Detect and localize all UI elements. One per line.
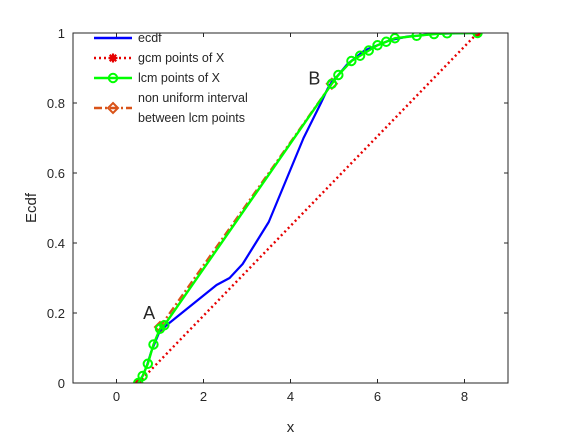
y-tick-label: 0 [58, 376, 65, 391]
y-tick-label: 0.2 [47, 306, 65, 321]
data-point-lcm-points-of-x [363, 45, 374, 56]
y-tick-label: 0.4 [47, 236, 65, 251]
series-line-gcm-points-of-x [137, 33, 479, 383]
legend-marker [106, 101, 120, 115]
x-tick-label: 8 [461, 389, 468, 404]
legend-label: non uniform interval [138, 91, 248, 105]
legend-item-gcm-points-of-x: gcm points of X [94, 51, 225, 65]
series-line-non-uniform-interval-between-lcm-points [159, 83, 333, 328]
annotation-a: A [143, 303, 155, 323]
data-point-lcm-points-of-x [142, 358, 154, 369]
legend-item-ecdf: ecdf [94, 31, 162, 45]
data-point-lcm-points-of-x [148, 339, 159, 350]
x-tick-label: 2 [200, 389, 207, 404]
legend-label: between lcm points [138, 111, 245, 125]
legend-marker [108, 53, 118, 63]
legend-marker [107, 72, 119, 84]
x-tick-label: 0 [113, 389, 120, 404]
annotation-b: B [308, 69, 320, 89]
series-gcm-points-of-x [133, 33, 483, 383]
legend-item-lcm-points-of-x: lcm points of X [94, 71, 221, 85]
legend-label: ecdf [138, 31, 162, 45]
data-point-lcm-points-of-x [354, 50, 366, 61]
series-lcm-points-of-x [133, 33, 483, 383]
data-point-lcm-points-of-x [326, 78, 338, 89]
data-point-lcm-points-of-x [389, 33, 401, 44]
x-tick-label: 6 [374, 389, 381, 404]
x-axis-label: x [287, 419, 295, 436]
data-point-lcm-points-of-x [411, 33, 422, 41]
annotation-layer: AB [143, 69, 320, 324]
plot-area [73, 33, 508, 383]
data-point-lcm-points-of-x [346, 55, 357, 67]
data-point-lcm-points-of-x [372, 40, 383, 51]
legend: ecdf gcm points of X lcm points of X non un… [94, 31, 248, 125]
series-layer [133, 33, 483, 383]
data-point-lcm-points-of-x [381, 36, 392, 47]
y-tick-label: 0.6 [47, 166, 65, 181]
data-point-lcm-points-of-x [159, 320, 170, 331]
data-point-lcm-points-of-x [472, 33, 483, 39]
tick-layer: 0 2 4 6 8 0 0.2 0.4 0.6 0.8 1 [47, 26, 508, 404]
legend-item-non-uniform-interval-between-lcm-points: non uniform interval between lcm points [94, 91, 248, 125]
legend-label: gcm points of X [138, 51, 225, 65]
y-tick-label: 1 [58, 26, 65, 41]
data-point-lcm-points-of-x [428, 33, 440, 40]
legend-label: lcm points of X [138, 71, 221, 85]
data-point-lcm-points-of-x [333, 69, 344, 81]
data-point-lcm-points-of-x [137, 370, 148, 382]
x-tick-label: 4 [287, 389, 294, 404]
y-axis-label: Ecdf [23, 192, 40, 223]
y-tick-label: 0.8 [47, 96, 65, 111]
